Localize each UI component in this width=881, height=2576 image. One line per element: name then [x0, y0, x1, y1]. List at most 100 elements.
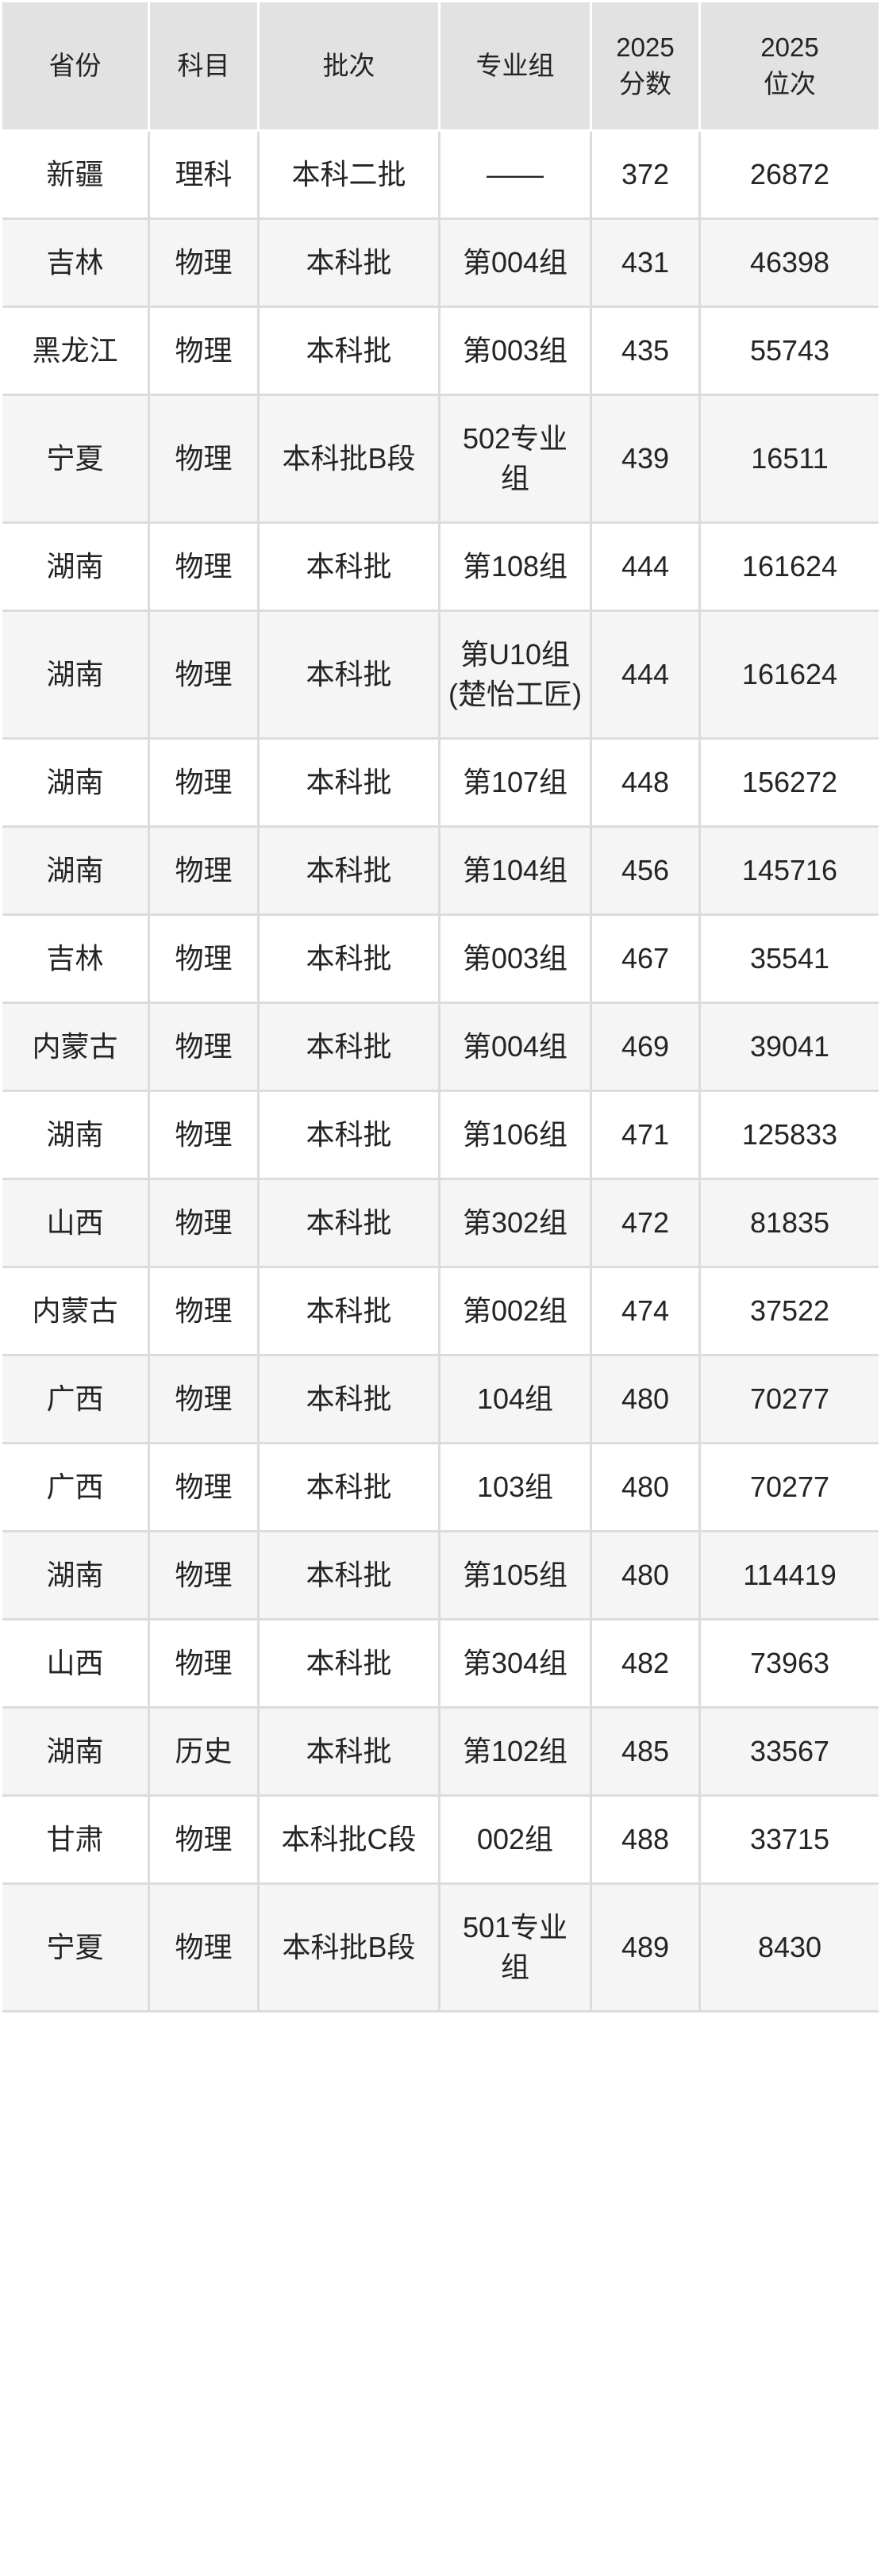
cell-batch: 本科批 — [260, 308, 440, 396]
cell-group: 第U10组(楚怡工匠) — [440, 612, 592, 740]
cell-batch: 本科批 — [260, 1092, 440, 1180]
cell-group: 502专业组 — [440, 396, 592, 524]
cell-province: 新疆 — [2, 132, 150, 220]
cell-group: 第002组 — [440, 1268, 592, 1356]
cell-province: 山西 — [2, 1621, 150, 1709]
table-row: 湖南 物理 本科批 第107组 448 156272 — [2, 740, 879, 828]
column-header-score: 2025 分数 — [592, 2, 701, 132]
table-body: 新疆 理科 本科二批 —— 372 26872 吉林 物理 本科批 第004组 431 46398 黑龙… — [2, 132, 879, 2013]
cell-province: 宁夏 — [2, 396, 150, 524]
cell-group: 第102组 — [440, 1709, 592, 1797]
cell-group: 501专业组 — [440, 1885, 592, 2013]
cell-group: 第003组 — [440, 308, 592, 396]
table-row: 广西 物理 本科批 104组 480 70277 — [2, 1356, 879, 1444]
cell-score: 372 — [592, 132, 701, 220]
cell-group: 第304组 — [440, 1621, 592, 1709]
table-wrap: 省份 科目 批次 专业组 2025 分数 2025 位次 新疆 理科 本科二批 —— 3… — [2, 2, 879, 2013]
table-row: 山西 物理 本科批 第304组 482 73963 — [2, 1621, 879, 1709]
cell-subject: 物理 — [150, 1356, 260, 1444]
cell-rank: 81835 — [701, 1180, 879, 1268]
table-row: 湖南 物理 本科批 第108组 444 161624 — [2, 524, 879, 612]
cell-rank: 114419 — [701, 1532, 879, 1621]
cell-batch: 本科批 — [260, 1444, 440, 1532]
cell-province: 湖南 — [2, 1092, 150, 1180]
cell-score: 435 — [592, 308, 701, 396]
cell-province: 广西 — [2, 1444, 150, 1532]
cell-score: 439 — [592, 396, 701, 524]
cell-subject: 物理 — [150, 1268, 260, 1356]
table-row: 宁夏 物理 本科批B段 502专业组 439 16511 — [2, 396, 879, 524]
table-row: 内蒙古 物理 本科批 第002组 474 37522 — [2, 1268, 879, 1356]
cell-group: 第004组 — [440, 1004, 592, 1092]
cell-group: 第106组 — [440, 1092, 592, 1180]
cell-group: 第108组 — [440, 524, 592, 612]
cell-subject: 物理 — [150, 308, 260, 396]
table-row: 甘肃 物理 本科批C段 002组 488 33715 — [2, 1797, 879, 1885]
cell-subject: 物理 — [150, 1004, 260, 1092]
cell-rank: 70277 — [701, 1356, 879, 1444]
cell-rank: 33715 — [701, 1797, 879, 1885]
cell-subject: 物理 — [150, 1797, 260, 1885]
cell-rank: 8430 — [701, 1885, 879, 2013]
cell-subject: 物理 — [150, 1180, 260, 1268]
cell-province: 湖南 — [2, 740, 150, 828]
column-header-batch: 批次 — [260, 2, 440, 132]
cell-batch: 本科批 — [260, 1180, 440, 1268]
cell-subject: 物理 — [150, 740, 260, 828]
cell-province: 吉林 — [2, 220, 150, 308]
cell-rank: 70277 — [701, 1444, 879, 1532]
cell-rank: 26872 — [701, 132, 879, 220]
admission-scores-table: 省份 科目 批次 专业组 2025 分数 2025 位次 新疆 理科 本科二批 —— 3… — [2, 2, 879, 2013]
cell-province: 宁夏 — [2, 1885, 150, 2013]
table-row: 宁夏 物理 本科批B段 501专业组 489 8430 — [2, 1885, 879, 2013]
cell-score: 471 — [592, 1092, 701, 1180]
cell-batch: 本科批 — [260, 612, 440, 740]
cell-subject: 物理 — [150, 524, 260, 612]
table-header: 省份 科目 批次 专业组 2025 分数 2025 位次 — [2, 2, 879, 132]
cell-subject: 物理 — [150, 916, 260, 1004]
cell-batch: 本科批 — [260, 1356, 440, 1444]
cell-score: 480 — [592, 1532, 701, 1621]
cell-score: 488 — [592, 1797, 701, 1885]
cell-score: 489 — [592, 1885, 701, 2013]
cell-province: 内蒙古 — [2, 1268, 150, 1356]
cell-score: 474 — [592, 1268, 701, 1356]
cell-score: 431 — [592, 220, 701, 308]
cell-subject: 物理 — [150, 1444, 260, 1532]
column-header-subject: 科目 — [150, 2, 260, 132]
cell-batch: 本科批 — [260, 1621, 440, 1709]
cell-batch: 本科批B段 — [260, 1885, 440, 2013]
column-header-group: 专业组 — [440, 2, 592, 132]
cell-rank: 35541 — [701, 916, 879, 1004]
cell-subject: 物理 — [150, 1532, 260, 1621]
cell-score: 444 — [592, 524, 701, 612]
cell-province: 甘肃 — [2, 1797, 150, 1885]
cell-subject: 物理 — [150, 1092, 260, 1180]
table-row: 湖南 物理 本科批 第104组 456 145716 — [2, 828, 879, 916]
column-header-rank: 2025 位次 — [701, 2, 879, 132]
cell-group: —— — [440, 132, 592, 220]
cell-score: 469 — [592, 1004, 701, 1092]
cell-batch: 本科批C段 — [260, 1797, 440, 1885]
cell-subject: 物理 — [150, 1621, 260, 1709]
cell-group: 第107组 — [440, 740, 592, 828]
cell-rank: 125833 — [701, 1092, 879, 1180]
cell-subject: 物理 — [150, 612, 260, 740]
table-row: 吉林 物理 本科批 第003组 467 35541 — [2, 916, 879, 1004]
cell-score: 456 — [592, 828, 701, 916]
cell-batch: 本科批 — [260, 740, 440, 828]
table-row: 内蒙古 物理 本科批 第004组 469 39041 — [2, 1004, 879, 1092]
cell-batch: 本科批 — [260, 1532, 440, 1621]
cell-group: 103组 — [440, 1444, 592, 1532]
page: 省份 科目 批次 专业组 2025 分数 2025 位次 新疆 理科 本科二批 —— 3… — [2, 2, 879, 2013]
cell-group: 第302组 — [440, 1180, 592, 1268]
cell-rank: 16511 — [701, 396, 879, 524]
cell-batch: 本科批 — [260, 1709, 440, 1797]
cell-province: 湖南 — [2, 612, 150, 740]
cell-rank: 55743 — [701, 308, 879, 396]
cell-batch: 本科批B段 — [260, 396, 440, 524]
cell-score: 448 — [592, 740, 701, 828]
cell-province: 广西 — [2, 1356, 150, 1444]
cell-province: 湖南 — [2, 524, 150, 612]
table-row: 吉林 物理 本科批 第004组 431 46398 — [2, 220, 879, 308]
